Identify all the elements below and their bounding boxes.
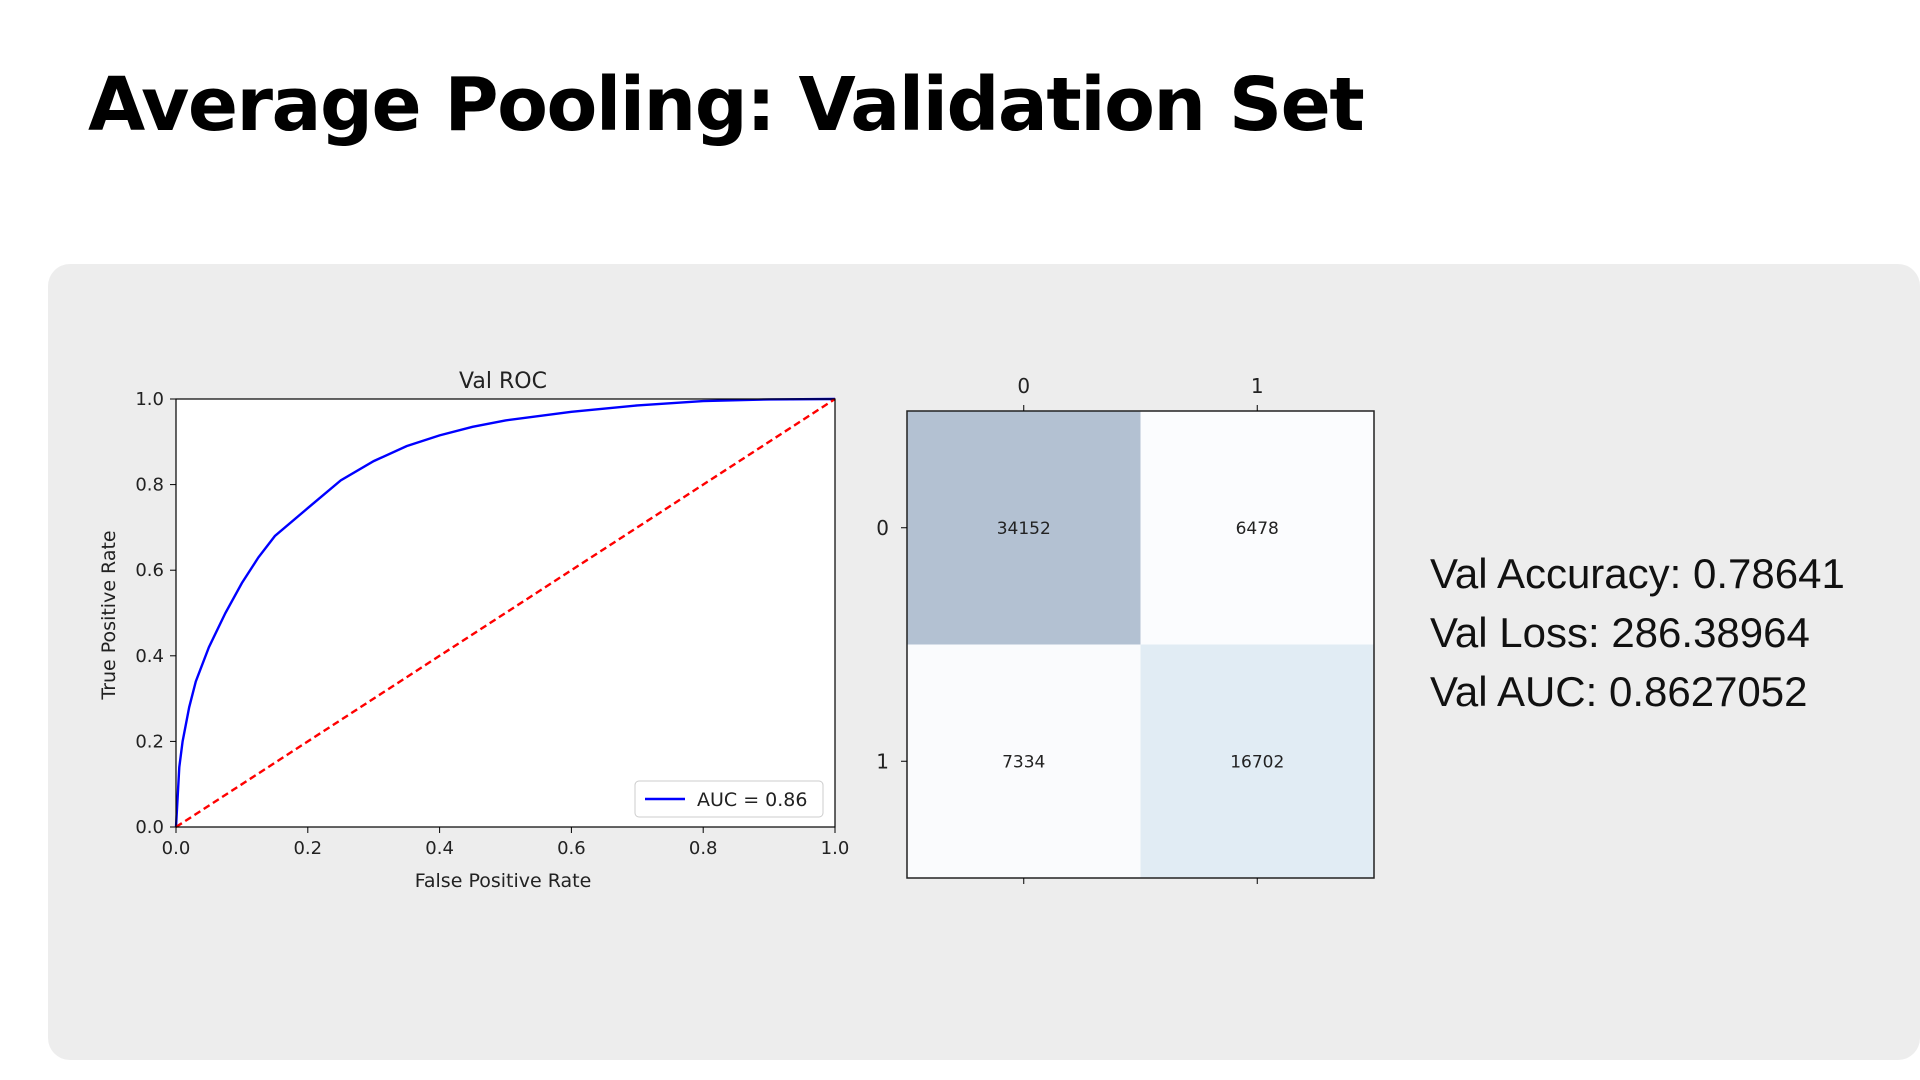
matrix-cell [907, 411, 1141, 645]
roc-plot-frame [175, 398, 836, 828]
matrix-cell-value: 16702 [1230, 752, 1284, 772]
metric-auc: Val AUC: 0.8627052 [1430, 668, 1808, 715]
matrix-frame [906, 410, 1375, 879]
metric-value: 0.78641 [1693, 550, 1845, 597]
y-tick-label: 0.2 [135, 731, 164, 752]
x-tick-label: 0.8 [689, 838, 718, 859]
metric-label: Val AUC [1430, 668, 1586, 715]
page-title: Average Pooling: Validation Set [88, 62, 1365, 148]
metric-label: Val Loss [1430, 609, 1588, 656]
x-tick-label: 0.4 [425, 838, 454, 859]
roc-chart-title: Val ROC [459, 369, 547, 394]
matrix-cell [1140, 411, 1374, 645]
y-tick-label: 0.6 [135, 560, 164, 581]
matrix-column-label: 1 [1251, 374, 1264, 398]
matrix-row-label: 1 [876, 749, 889, 773]
metric-accuracy: Val Accuracy: 0.78641 [1430, 550, 1845, 597]
y-tick-label: 0.0 [135, 817, 164, 838]
roc-y-axis-label: True Positive Rate [98, 530, 120, 700]
metric-value: 0.8627052 [1608, 668, 1808, 715]
legend-label: AUC = 0.86 [697, 789, 807, 811]
metric-loss: Val Loss: 286.38964 [1430, 609, 1810, 656]
matrix-cell-value: 34152 [997, 519, 1051, 539]
matrix-row-label: 0 [876, 516, 889, 540]
metric-label: Val Accuracy [1430, 550, 1670, 597]
x-tick-label: 0.0 [162, 838, 191, 859]
roc-plot-area: 0.0 0.2 0.4 0.6 0.8 1.0 0.0 0.2 0.4 0.6 0.8 1.0 AUC … [135, 389, 849, 859]
roc-x-axis-label: False Positive Rate [415, 870, 592, 892]
matrix-cell-value: 6478 [1236, 519, 1279, 539]
metric-value: 286.38964 [1611, 609, 1810, 656]
matrix-cell [907, 644, 1141, 878]
matrix-cell-value: 7334 [1002, 752, 1045, 772]
confusion-matrix-plot: 34152 6478 7334 16702 0 1 0 1 [876, 374, 1375, 884]
x-tick-label: 0.6 [557, 838, 586, 859]
x-tick-label: 0.2 [293, 838, 322, 859]
matrix-cell [1140, 644, 1374, 878]
y-tick-label: 1.0 [135, 389, 164, 410]
y-tick-label: 0.4 [135, 646, 164, 667]
roc-curve-line [174, 397, 836, 828]
y-tick-label: 0.8 [135, 475, 164, 496]
x-tick-label: 1.0 [821, 838, 850, 859]
metrics-panel: Val Accuracy: 0.78641 Val Loss: 286.3896… [1430, 544, 1845, 721]
matrix-column-label: 0 [1017, 374, 1030, 398]
legend-box [634, 780, 824, 818]
chance-diagonal-line [175, 397, 836, 829]
